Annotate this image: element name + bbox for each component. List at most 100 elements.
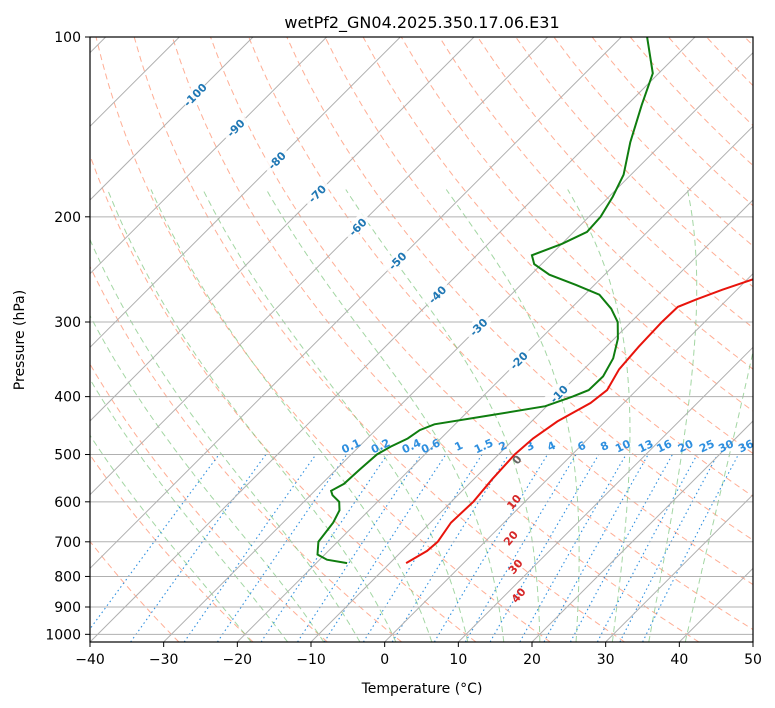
isotherm <box>310 199 753 642</box>
mixing-ratio-line <box>216 454 348 642</box>
y-tick-label: 800 <box>54 569 81 585</box>
isotherm <box>605 493 753 642</box>
isotherm-label-background <box>261 144 291 174</box>
y-tick-label: 200 <box>54 210 81 226</box>
x-tick-label: 40 <box>670 652 688 668</box>
isotherm-label-background <box>462 311 492 341</box>
isotherm <box>236 125 753 642</box>
x-axis: −40 −30 −20 −10 0 10 20 30 40 50 <box>75 642 762 668</box>
x-tick-label: −10 <box>296 652 326 668</box>
y-axis-label: Pressure (hPa) <box>12 290 28 390</box>
y-tick-label: 500 <box>54 448 81 464</box>
isotherm <box>90 37 549 496</box>
y-axis: 1000 900 800 700 600 500 400 300 200 100 <box>45 30 90 643</box>
x-tick-label: 20 <box>523 652 541 668</box>
isotherms <box>90 37 753 642</box>
mixing-ratio-line <box>183 454 317 642</box>
x-tick-label: −20 <box>223 652 253 668</box>
mixing-ratio-lines <box>90 454 739 642</box>
dry-adiabat <box>477 37 753 329</box>
plot-frame <box>89 36 754 643</box>
isotherm <box>457 346 753 642</box>
dry-adiabat <box>171 37 700 642</box>
dry-adiabat <box>90 363 328 642</box>
y-tick-label: 700 <box>54 535 81 551</box>
dry-adiabat <box>248 37 753 586</box>
mixing-ratio-line <box>489 454 600 642</box>
mixing-ratio-line <box>90 454 220 630</box>
mixing-ratio-line <box>619 454 719 642</box>
isotherm-label-background <box>503 344 533 374</box>
dry-adiabat <box>324 37 753 498</box>
profiles <box>316 37 753 565</box>
y-tick-label: 400 <box>54 390 81 406</box>
mixing-ratio-line <box>260 454 388 642</box>
plot-area: 0.1 0.2 0.40.6 1 1.5 2 3 4 6 8 10 13 16 20 25 30 36-100-… <box>90 37 756 642</box>
isotherm <box>90 37 401 349</box>
x-tick-label: 10 <box>449 652 467 668</box>
isotherm <box>90 37 475 422</box>
isotherm-label-background <box>381 245 411 275</box>
y-tick-label: 300 <box>54 315 81 331</box>
mixing-ratio-line <box>297 454 422 642</box>
y-tick-label: 600 <box>54 495 81 511</box>
contour-labels: 0.1 0.2 0.40.6 1 1.5 2 3 4 6 8 10 13 16 20 25 30 36-100-… <box>179 79 756 606</box>
mixing-ratio-label: 36 <box>736 437 756 455</box>
moist-adiabat <box>202 189 469 642</box>
dry-adiabat <box>210 37 753 631</box>
mixing-ratio-label: 30 <box>716 437 736 455</box>
isotherm-label-background <box>342 211 372 241</box>
x-axis-label: Temperature (°C) <box>361 681 483 697</box>
y-tick-label: 900 <box>54 600 81 616</box>
mixing-ratio-label: 20 <box>676 437 696 455</box>
mixing-ratio-label: 16 <box>655 437 675 455</box>
mixing-ratio-label: 13 <box>636 437 655 455</box>
isotherm-label-background <box>301 178 331 208</box>
x-tick-label: 50 <box>744 652 762 668</box>
mixing-ratio-label: 25 <box>697 437 716 455</box>
isotherm <box>163 51 753 642</box>
moist-adiabat <box>684 349 753 642</box>
isotherm <box>531 420 753 642</box>
moist-adiabat <box>107 189 397 642</box>
isotherm-label-background <box>220 112 250 142</box>
temperature-profile <box>405 278 753 564</box>
mixing-ratio-line <box>391 454 510 642</box>
isotherm <box>384 272 753 642</box>
chart-title: wetPf2_GN04.2025.350.17.06.E31 <box>284 13 559 33</box>
isotherm-label-background <box>421 279 451 309</box>
dry-adiabat <box>95 37 551 642</box>
dry-adiabat <box>90 153 477 642</box>
isotherm <box>90 37 622 570</box>
x-tick-label: −40 <box>75 652 105 668</box>
x-tick-label: 30 <box>597 652 615 668</box>
isotherm <box>90 37 696 642</box>
mixing-ratio-line <box>596 454 698 642</box>
mixing-ratio-line <box>519 454 627 642</box>
y-tick-label: 100 <box>54 30 81 46</box>
dry-adiabat <box>400 37 753 412</box>
isotherm <box>90 37 254 201</box>
dewpoint-profile <box>316 37 654 565</box>
y-tick-label: 1000 <box>45 627 81 643</box>
dry-adiabat <box>438 37 753 370</box>
isotherm-label-background <box>543 378 573 408</box>
moist-adiabat <box>90 238 361 642</box>
isotherm-label-background <box>179 79 209 109</box>
pressure-gridlines <box>90 37 753 635</box>
moist-adiabat <box>648 189 698 642</box>
mixing-ratio-label: 10 <box>613 437 633 455</box>
moist-adiabat <box>150 189 433 642</box>
dry-adiabat <box>515 37 753 288</box>
mixing-ratio-line <box>323 454 447 642</box>
x-tick-label: −30 <box>149 652 179 668</box>
mixing-ratio-line <box>642 454 739 642</box>
mixing-ratio-line <box>362 454 483 642</box>
mixing-ratio-line <box>130 454 267 642</box>
dry-adiabat <box>286 37 753 541</box>
dry-adiabat <box>362 37 753 455</box>
x-tick-label: 0 <box>380 652 389 668</box>
dry-adiabat <box>90 453 254 642</box>
